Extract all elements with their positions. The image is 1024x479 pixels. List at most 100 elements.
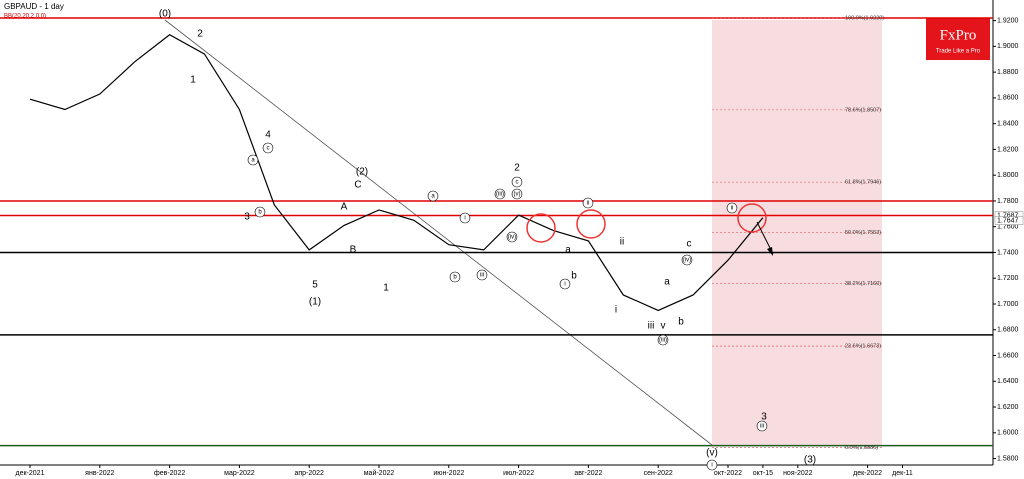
x-tick-label: ноя-2022: [783, 470, 813, 477]
wave-label: b: [258, 210, 262, 216]
wave-label: ii: [587, 201, 590, 207]
y-tick-label: 1.7600: [997, 224, 1019, 231]
wave-label: 1: [383, 283, 389, 294]
wave-label: (iv): [508, 235, 516, 241]
x-tick-label: фев-2022: [154, 470, 185, 477]
fib-label: 78.6%(1.8507): [845, 107, 881, 113]
wave-label: 4: [265, 130, 271, 141]
x-tick-label: июл-2022: [503, 470, 534, 477]
x-tick-label: июн-2022: [433, 470, 464, 477]
wave-circle: [494, 188, 506, 200]
wave-label: (3): [804, 455, 816, 466]
fib-label: 61.8%(1.7946): [845, 180, 881, 186]
wave-label: (2): [356, 167, 368, 178]
wave-label: A: [341, 202, 348, 213]
wave-circle: [427, 190, 439, 202]
wave-label: (iv): [683, 258, 691, 264]
wave-label: 3: [244, 212, 250, 223]
wave-label: i: [711, 463, 712, 469]
price-box: [994, 216, 1024, 225]
y-tick-label: 1.7800: [997, 198, 1019, 205]
wave-label: c: [267, 146, 270, 152]
y-tick-label: 1.7200: [997, 275, 1019, 282]
wave-circle: [476, 269, 488, 281]
wave-circle: [449, 271, 461, 283]
indicator-label: BB(20,20,2,0,0): [4, 14, 46, 20]
y-tick-label: 1.8600: [997, 95, 1019, 102]
wave-label: iii: [648, 321, 655, 332]
wave-label: a: [565, 245, 571, 256]
wave-label: iii: [480, 273, 484, 279]
x-tick-label: авг-2022: [574, 470, 602, 477]
y-tick-label: 1.6400: [997, 378, 1019, 385]
wave-label: i: [615, 305, 617, 316]
fib-label: 100.0%(1.9220): [845, 15, 884, 21]
wave-circle: [657, 334, 669, 346]
x-tick-label: дек-2021: [16, 470, 45, 477]
wave-label: a: [664, 277, 670, 288]
highlight-circle: [576, 209, 606, 239]
y-tick-label: 1.8000: [997, 172, 1019, 179]
y-tick-label: 1.9000: [997, 43, 1019, 50]
y-tick-label: 1.8400: [997, 121, 1019, 128]
price-label: 1.7647: [997, 217, 1019, 224]
wave-circle: [559, 278, 571, 290]
x-tick-label: сен-2022: [644, 470, 673, 477]
wave-circle: [726, 202, 738, 214]
wave-label: (iii): [496, 192, 504, 198]
y-tick-label: 1.6000: [997, 430, 1019, 437]
wave-circle: [756, 420, 768, 432]
x-tick-label: дек-2022: [853, 470, 882, 477]
wave-label: 3: [761, 412, 767, 423]
wave-circle: [681, 254, 693, 266]
wave-circle: [459, 212, 471, 224]
wave-label: 2: [197, 29, 203, 40]
chart-title: GBPAUD - 1 day: [4, 2, 64, 11]
y-tick-label: 1.7000: [997, 301, 1019, 308]
fib-label: 0.0%(1.5886): [845, 445, 878, 451]
wave-label: b: [453, 275, 457, 281]
y-tick-label: 1.8800: [997, 69, 1019, 76]
x-tick-label: янв-2022: [85, 470, 114, 477]
wave-label: c: [687, 239, 692, 250]
arrow-head: [767, 247, 773, 256]
wave-label: 1: [190, 75, 196, 86]
y-tick-label: 1.5800: [997, 455, 1019, 462]
wave-label: v: [661, 321, 666, 332]
y-tick-label: 1.8200: [997, 146, 1019, 153]
x-tick-label: апр-2022: [294, 470, 324, 477]
fib-label: 23.6%(1.6673): [845, 344, 881, 350]
x-tick-label: дек-11: [892, 470, 913, 477]
wave-label: 5: [312, 280, 318, 291]
wave-label: (v): [514, 192, 521, 198]
wave-label: ii: [731, 206, 734, 212]
x-tick-label: мар-2022: [224, 470, 255, 477]
wave-label: i: [564, 282, 565, 288]
logo-box: [926, 18, 990, 60]
logo-tagline: Trade Like a Pro: [936, 49, 981, 55]
wave-label: b: [678, 317, 684, 328]
x-tick-label: окт-2022: [714, 470, 742, 477]
wave-circle: [254, 206, 266, 218]
wave-circle: [511, 176, 523, 188]
wave-circle: [582, 197, 594, 209]
price-label: 1.7687: [997, 212, 1019, 219]
wave-label: (v): [706, 448, 718, 459]
wave-label: ii: [620, 237, 624, 248]
wave-circle: [262, 142, 274, 154]
wave-label: a: [251, 158, 255, 164]
highlight-circle: [737, 203, 767, 233]
y-tick-label: 1.6200: [997, 404, 1019, 411]
wave-label: i: [464, 216, 465, 222]
wave-circle: [511, 188, 523, 200]
x-tick-label: май-2022: [364, 469, 395, 477]
highlight-circle: [526, 213, 556, 243]
wave-label: c: [516, 180, 519, 186]
y-tick-label: 1.6600: [997, 352, 1019, 359]
logo-name: FxPro: [940, 27, 977, 43]
wave-circle: [247, 154, 259, 166]
wave-label: 2: [514, 163, 520, 174]
y-tick-label: 1.7400: [997, 249, 1019, 256]
wave-label: (iii): [659, 338, 667, 344]
wave-label: b: [571, 271, 577, 282]
